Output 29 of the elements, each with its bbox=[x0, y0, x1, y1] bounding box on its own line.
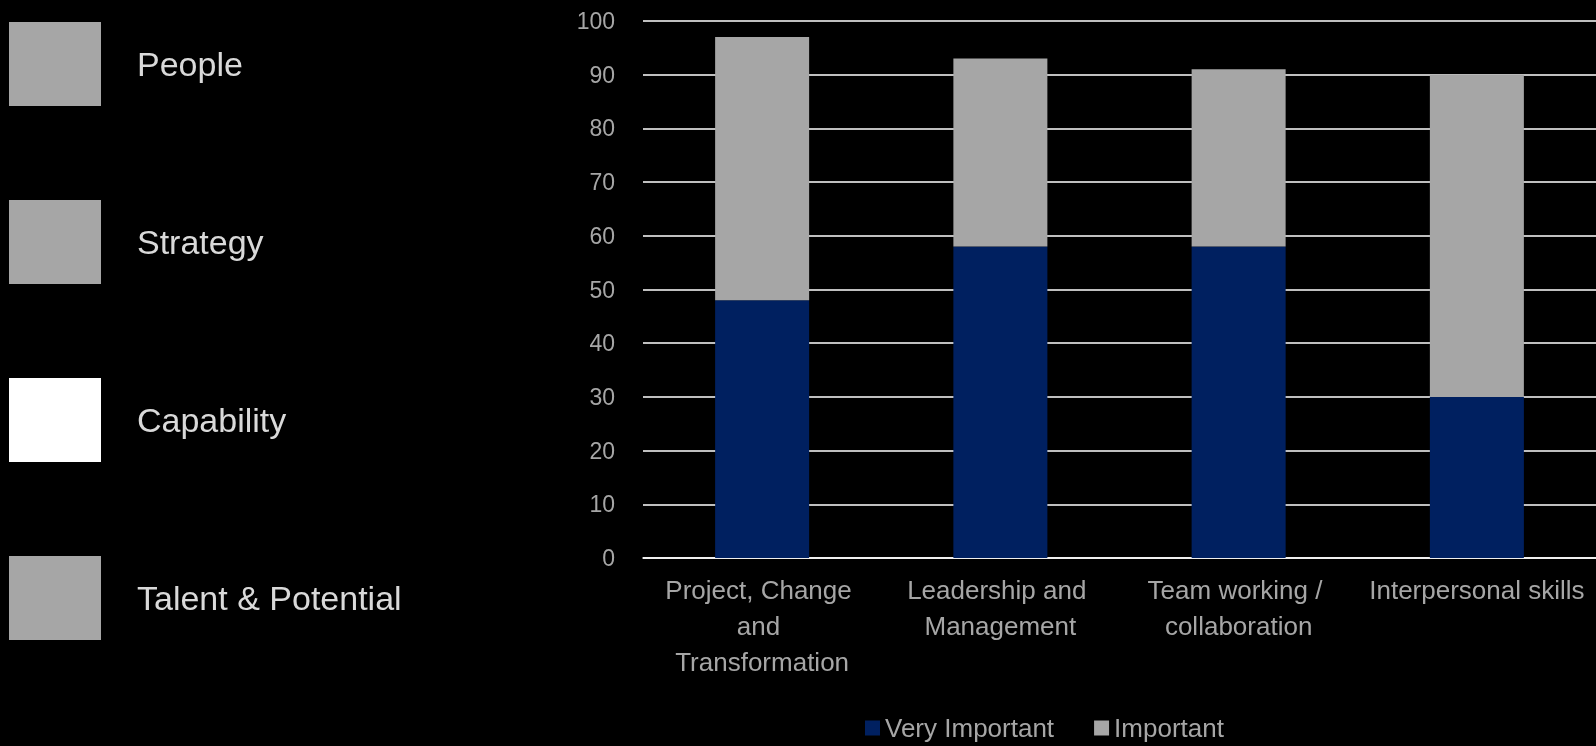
legend-label: Very Important bbox=[885, 713, 1055, 743]
y-tick-label: 0 bbox=[602, 545, 615, 571]
x-tick-label: Team working / collaboration bbox=[1147, 575, 1330, 641]
x-tick-label: Interpersonal skills bbox=[1369, 575, 1585, 605]
text: Capability bbox=[137, 400, 287, 440]
y-tick-label: 100 bbox=[576, 8, 615, 34]
bar bbox=[715, 37, 810, 301]
text: Strategy bbox=[137, 222, 264, 262]
text: Talent & Potential bbox=[137, 578, 402, 618]
y-tick-label: 50 bbox=[589, 276, 615, 303]
y-tick-label: 60 bbox=[589, 222, 615, 249]
bar bbox=[1191, 246, 1286, 558]
y-tick-label: 80 bbox=[589, 115, 615, 142]
text: People bbox=[137, 44, 243, 84]
bar bbox=[1191, 69, 1286, 247]
y-tick-label: 20 bbox=[589, 437, 615, 464]
y-tick-label: 90 bbox=[589, 61, 615, 88]
y-tick-label: 70 bbox=[589, 169, 615, 196]
y-tick-label: 40 bbox=[589, 330, 615, 357]
x-tick-label: Project, Change and Transformation bbox=[665, 575, 859, 677]
bar bbox=[1429, 396, 1524, 558]
x-tick-label: Leadership and Management bbox=[907, 575, 1094, 641]
y-tick-label: 30 bbox=[589, 383, 615, 410]
bar bbox=[953, 246, 1048, 558]
bar bbox=[953, 58, 1048, 247]
bar bbox=[1429, 74, 1524, 397]
y-tick-label: 10 bbox=[589, 491, 615, 518]
bar bbox=[715, 300, 810, 558]
legend-label: Important bbox=[1114, 713, 1225, 743]
